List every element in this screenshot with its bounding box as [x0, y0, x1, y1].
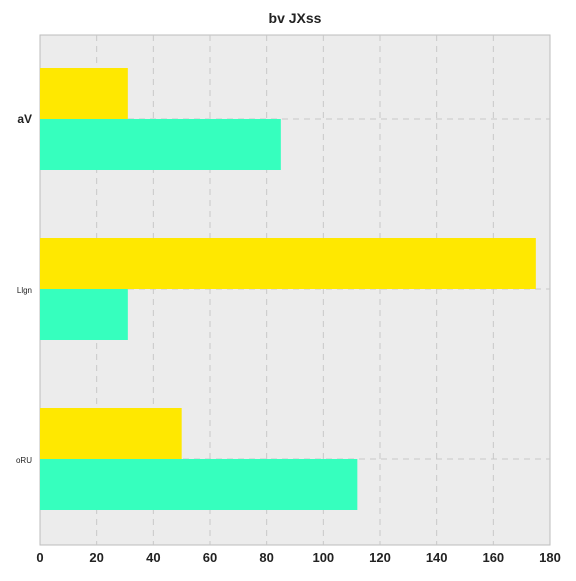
bar-oRU-series-2	[40, 459, 358, 510]
y-tick-labels: aV Llgn oRU	[16, 112, 32, 465]
bar-aV-series-2	[40, 119, 281, 170]
x-tick-label: 80	[259, 550, 273, 565]
y-tick-label: aV	[17, 112, 32, 126]
x-tick-label: 140	[426, 550, 448, 565]
bar-Llgn-series-2	[40, 289, 128, 340]
x-tick-label: 20	[89, 550, 103, 565]
x-tick-label: 40	[146, 550, 160, 565]
bar-Llgn-series-1	[40, 238, 536, 289]
x-tick-labels: 0 20 40 60 80 100 120 140 160 180	[36, 550, 560, 565]
chart-title: bv JXss	[269, 10, 322, 26]
y-tick-label: oRU	[16, 456, 32, 465]
x-tick-label: 100	[312, 550, 334, 565]
x-tick-label: 0	[36, 550, 43, 565]
x-tick-label: 180	[539, 550, 561, 565]
x-tick-label: 120	[369, 550, 391, 565]
x-tick-label: 60	[203, 550, 217, 565]
bar-aV-series-1	[40, 68, 128, 119]
y-tick-label: Llgn	[17, 286, 32, 295]
bar-oRU-series-1	[40, 408, 182, 459]
x-tick-label: 160	[482, 550, 504, 565]
bars-group	[40, 68, 536, 510]
